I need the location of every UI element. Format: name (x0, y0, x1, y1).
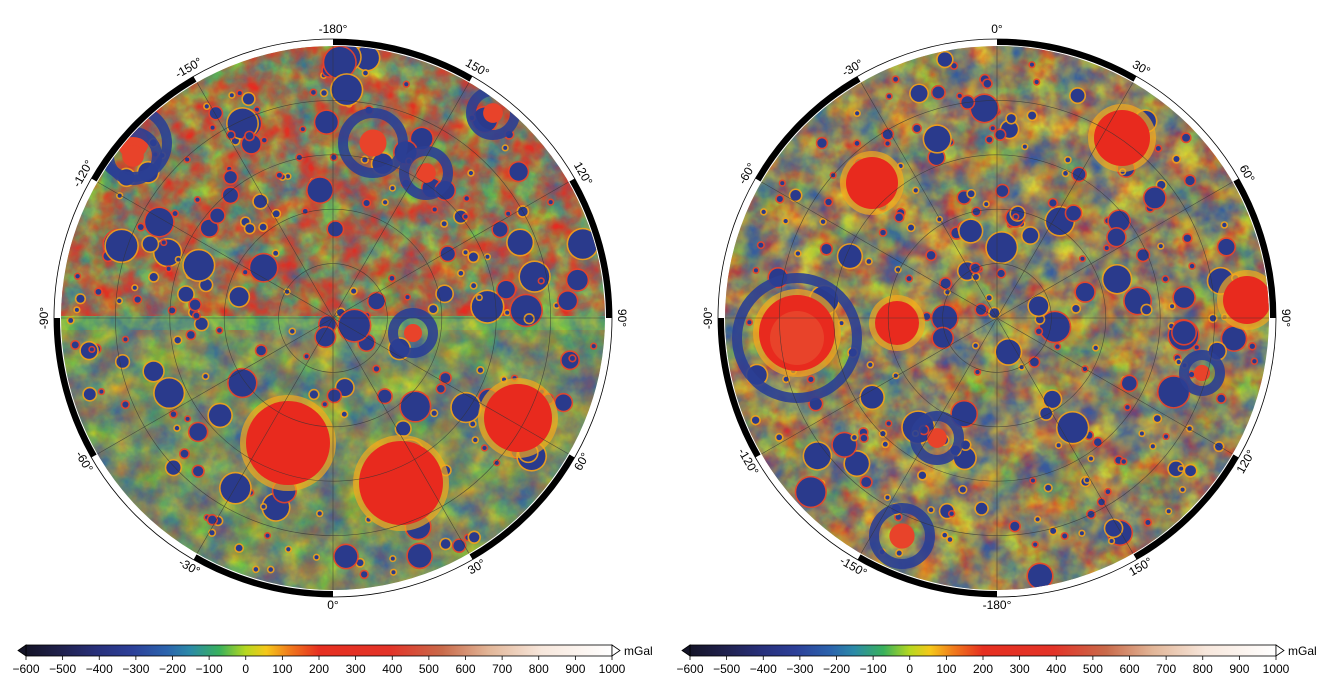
colorbar-tick-label: −200 (159, 662, 186, 676)
colorbar-tick-label: 100 (272, 662, 292, 676)
colorbar-tick-label: −500 (49, 662, 76, 676)
longitude-label: -90° (701, 307, 715, 329)
south-pole-map: 0°30°60°90°120°150°-180°-150°-120°-90°-6… (701, 22, 1293, 612)
colorbar-tick-label: 500 (419, 662, 439, 676)
colorbar-tick-label: 800 (1193, 662, 1213, 676)
longitude-label: -180° (983, 598, 1012, 612)
colorbar-tick-label: 800 (529, 662, 549, 676)
colorbar-unit-label: mGal (624, 644, 653, 658)
colorbar-left: −600 −500 −400 −300 −200 −100 0 100 200 300 400 500… (12, 644, 652, 676)
north-pole-map: -180°150°120°90°60°30°0°-30°-60°-90°-120… (37, 22, 629, 612)
colorbar-tick-label: 500 (1083, 662, 1103, 676)
longitude-label: -90° (37, 307, 51, 329)
colorbar-tick-label: 200 (973, 662, 993, 676)
colorbar-tick-label: −300 (786, 662, 813, 676)
colorbar-tick-label: 1000 (1263, 662, 1290, 676)
colorbar-max-arrow (611, 644, 621, 657)
colorbar-tick-label: −300 (122, 662, 149, 676)
colorbar-tick-label: 600 (455, 662, 475, 676)
colorbar-tick-label: −600 (12, 662, 39, 676)
colorbar-tick-label: −600 (676, 662, 703, 676)
colorbar-tick-label: 700 (492, 662, 512, 676)
colorbar-tick-label: −200 (823, 662, 850, 676)
colorbar-max-arrow (1275, 644, 1285, 657)
colorbar-tick-label: 100 (936, 662, 956, 676)
longitude-label: -180° (319, 22, 348, 36)
colorbar-tick-label: 400 (382, 662, 402, 676)
colorbar-min-arrow (681, 644, 691, 657)
colorbar-tick-label: 200 (309, 662, 329, 676)
longitude-label: 90° (1279, 309, 1293, 327)
colorbar-tick-label: 0 (242, 662, 249, 676)
colorbar-tick-label: −500 (713, 662, 740, 676)
colorbar-tick-label: 700 (1156, 662, 1176, 676)
colorbar-tick-label: 300 (1010, 662, 1030, 676)
colorbar-min-arrow (17, 644, 27, 657)
colorbar-tick-label: −100 (860, 662, 887, 676)
colorbar-gradient (25, 644, 613, 657)
colorbar-tick-label: −400 (86, 662, 113, 676)
longitude-label: 0° (327, 598, 339, 612)
colorbar-tick-label: 1000 (599, 662, 626, 676)
colorbar-tick-label: 900 (565, 662, 585, 676)
colorbar-tick-label: 900 (1229, 662, 1249, 676)
colorbar-tick-label: −400 (750, 662, 777, 676)
colorbar-tick-label: 0 (906, 662, 913, 676)
colorbar-tick-label: 300 (346, 662, 366, 676)
colorbar-right: −600 −500 −400 −300 −200 −100 0 100 200 300 400 500… (676, 644, 1316, 676)
colorbar-unit-label: mGal (1288, 644, 1317, 658)
longitude-label: 90° (615, 309, 629, 327)
colorbar-tick-label: 400 (1046, 662, 1066, 676)
longitude-label: 0° (991, 22, 1003, 36)
colorbar-tick-label: 600 (1119, 662, 1139, 676)
colorbar-tick-label: −100 (196, 662, 223, 676)
colorbar-gradient (689, 644, 1277, 657)
